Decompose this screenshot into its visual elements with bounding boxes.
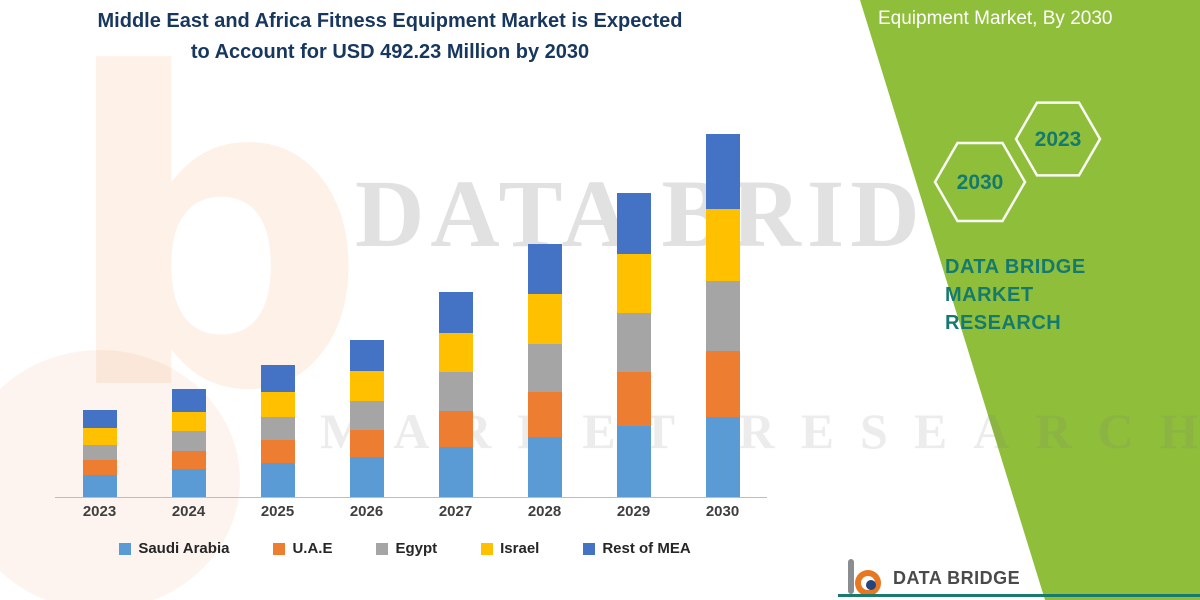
x-label-2023: 2023 <box>82 503 117 520</box>
bar-segment-israel-2026 <box>349 370 384 402</box>
footer-logo: DATA BRIDGE <box>845 558 1020 598</box>
bar-segment-saudi-arabia-2030 <box>705 417 740 497</box>
hexagon-year-badges: 2030 2023 <box>933 101 1102 223</box>
bar-segment-egypt-2029 <box>616 313 651 372</box>
x-label-2030: 2030 <box>705 503 740 520</box>
bar-segment-u-a-e-2029 <box>616 371 651 427</box>
hexagon-2023-outline <box>1014 101 1102 177</box>
bar-segment-saudi-arabia-2024 <box>171 469 206 497</box>
x-axis-labels: 2023 2024 2025 2026 2027 2028 2029 2030 <box>55 503 767 520</box>
data-bridge-logo-icon <box>848 559 881 596</box>
bar-segment-u-a-e-2026 <box>349 429 384 458</box>
bar-segment-u-a-e-2024 <box>171 450 206 469</box>
legend-item-u-a-e: U.A.E <box>273 540 332 557</box>
legend-swatch-u-a-e <box>273 542 286 555</box>
legend-label-saudi-arabia: Saudi Arabia <box>138 540 230 557</box>
panel-brand-line-2: RESEARCH <box>945 312 1062 334</box>
bar-2024 <box>171 389 206 497</box>
legend-swatch-rest-of-mea <box>583 542 596 555</box>
bar-2023 <box>82 410 117 497</box>
bar-segment-egypt-2026 <box>349 401 384 430</box>
bar-2030 <box>705 133 740 497</box>
bar-2029 <box>616 193 651 497</box>
bar-segment-rest-of-mea-2025 <box>260 364 295 392</box>
legend-label-israel: Israel <box>500 540 540 557</box>
bar-segment-u-a-e-2028 <box>527 391 562 437</box>
bar-segment-israel-2030 <box>705 208 740 281</box>
bar-segment-egypt-2028 <box>527 343 562 392</box>
bar-segment-israel-2028 <box>527 294 562 344</box>
bar-segment-rest-of-mea-2026 <box>349 339 384 371</box>
footer-accent-line <box>838 594 1200 597</box>
legend-label-u-a-e: U.A.E <box>292 540 333 557</box>
hexagon-2030-outline <box>933 141 1027 223</box>
page-title: Middle East and Africa Fitness Equipment… <box>75 6 705 68</box>
bar-segment-israel-2025 <box>260 391 295 417</box>
panel-title: Equipment Market, By 2030 <box>878 8 1113 29</box>
bar-segment-egypt-2025 <box>260 416 295 441</box>
bar-segment-rest-of-mea-2023 <box>82 410 117 429</box>
footer-brand-label: DATA BRIDGE <box>893 567 1021 588</box>
bar-segment-saudi-arabia-2029 <box>616 426 651 497</box>
panel-brand-line-1: DATA BRIDGE MARKET <box>945 256 1086 306</box>
legend-swatch-israel <box>481 542 494 555</box>
panel-brand-text: DATA BRIDGE MARKET RESEARCH <box>945 253 1165 337</box>
bar-segment-egypt-2023 <box>82 444 117 461</box>
bar-segment-saudi-arabia-2026 <box>349 457 384 497</box>
bar-2025 <box>260 364 295 497</box>
bar-segment-saudi-arabia-2025 <box>260 463 295 497</box>
bar-segment-egypt-2024 <box>171 431 206 451</box>
bar-segment-israel-2029 <box>616 253 651 314</box>
bar-segment-rest-of-mea-2027 <box>438 291 473 333</box>
bar-segment-israel-2027 <box>438 332 473 373</box>
bar-segment-egypt-2027 <box>438 372 473 411</box>
bar-segment-israel-2024 <box>171 411 206 432</box>
hexagon-2023-label: 2023 <box>1035 128 1082 151</box>
legend-item-rest-of-mea: Rest of MEA <box>583 540 691 557</box>
legend-item-israel: Israel <box>481 540 539 557</box>
bar-segment-u-a-e-2025 <box>260 440 295 464</box>
bar-segment-saudi-arabia-2023 <box>82 474 117 497</box>
legend-swatch-egypt <box>376 542 389 555</box>
page-title-line-2: to Account for USD 492.23 Million by 203… <box>190 41 590 63</box>
bar-segment-egypt-2030 <box>705 280 740 351</box>
legend-item-saudi-arabia: Saudi Arabia <box>119 540 229 557</box>
bar-segment-rest-of-mea-2030 <box>705 133 740 209</box>
bar-segment-u-a-e-2023 <box>82 460 117 475</box>
bar-2028 <box>527 244 562 497</box>
bar-segment-u-a-e-2027 <box>438 410 473 447</box>
bar-segment-rest-of-mea-2024 <box>171 389 206 412</box>
bar-segment-saudi-arabia-2028 <box>527 436 562 497</box>
bar-segment-rest-of-mea-2029 <box>616 193 651 254</box>
bar-2026 <box>349 339 384 497</box>
x-label-2025: 2025 <box>260 503 295 520</box>
legend-swatch-saudi-arabia <box>119 542 132 555</box>
page-title-line-1: Middle East and Africa Fitness Equipment… <box>97 10 683 32</box>
hexagon-2030-label: 2030 <box>957 171 1004 194</box>
plot-area <box>55 127 767 498</box>
bar-segment-saudi-arabia-2027 <box>438 446 473 497</box>
bar-segment-rest-of-mea-2028 <box>527 244 562 295</box>
bar-segment-u-a-e-2030 <box>705 350 740 418</box>
x-label-2027: 2027 <box>438 503 473 520</box>
legend-label-rest-of-mea: Rest of MEA <box>602 540 691 557</box>
x-label-2028: 2028 <box>527 503 562 520</box>
legend-item-egypt: Egypt <box>376 540 437 557</box>
x-label-2024: 2024 <box>171 503 206 520</box>
x-label-2029: 2029 <box>616 503 651 520</box>
legend: Saudi Arabia U.A.E Egypt Israel Rest of MEA <box>55 540 755 557</box>
bar-segment-israel-2023 <box>82 428 117 445</box>
bar-2027 <box>438 291 473 497</box>
x-label-2026: 2026 <box>349 503 384 520</box>
legend-label-egypt: Egypt <box>395 540 438 557</box>
